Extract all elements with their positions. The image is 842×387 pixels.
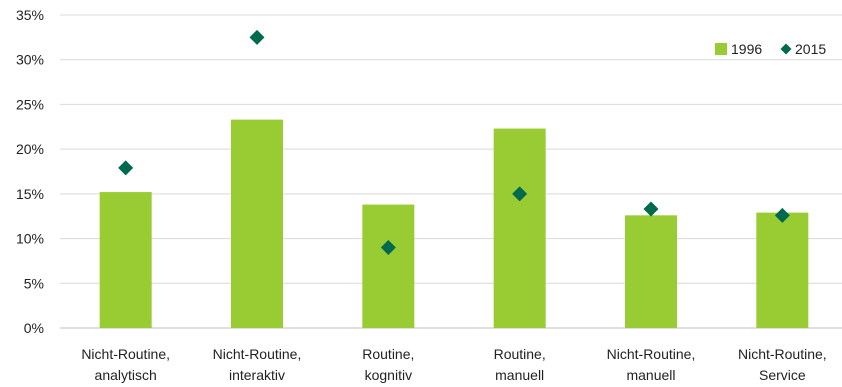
- bar-1996: [231, 119, 283, 328]
- legend-swatch-1996: [715, 43, 727, 55]
- category-label: Service: [759, 367, 806, 383]
- bar-1996: [99, 192, 152, 328]
- y-tick-label: 20%: [16, 141, 44, 157]
- marker-2015: [380, 240, 396, 256]
- bar-1996: [362, 204, 415, 328]
- category-label: kognitiv: [365, 367, 412, 383]
- y-tick-label: 0%: [24, 320, 44, 336]
- y-tick-label: 25%: [16, 96, 44, 112]
- marker-2015: [774, 207, 790, 223]
- category-label: Routine,: [494, 346, 546, 362]
- bar-1996: [493, 128, 546, 328]
- y-tick-label: 30%: [16, 52, 44, 68]
- category-label: interaktiv: [229, 367, 285, 383]
- legend-label-2015: 2015: [795, 41, 826, 57]
- x-axis-categories: Nicht-Routine, analytisch Nicht-Routine, in…: [81, 346, 826, 383]
- bar-1996: [625, 215, 677, 328]
- legend: 1996 2015: [715, 41, 826, 57]
- category-label: Nicht-Routine,: [607, 346, 696, 362]
- y-axis-ticks: 0% 5% 10% 15% 20% 25% 30% 35%: [16, 7, 44, 336]
- category-label: Nicht-Routine,: [738, 346, 827, 362]
- marker-2015: [249, 29, 265, 45]
- legend-label-1996: 1996: [731, 41, 762, 57]
- category-label: Nicht-Routine,: [213, 346, 302, 362]
- markers-2015: [118, 29, 790, 256]
- category-label: manuell: [495, 367, 544, 383]
- bars-1996: [99, 119, 809, 328]
- category-label: manuell: [626, 367, 675, 383]
- y-tick-label: 15%: [16, 186, 44, 202]
- marker-2015: [512, 186, 528, 202]
- category-label: analytisch: [95, 367, 157, 383]
- category-label: Nicht-Routine,: [81, 346, 170, 362]
- gridlines: [60, 14, 842, 329]
- legend-swatch-2015: [780, 43, 792, 55]
- y-tick-label: 35%: [16, 7, 44, 23]
- y-tick-label: 10%: [16, 231, 44, 247]
- marker-2015: [643, 201, 659, 217]
- bar-1996: [756, 212, 809, 328]
- category-label: Routine,: [362, 346, 414, 362]
- marker-2015: [118, 160, 134, 176]
- y-tick-label: 5%: [24, 275, 44, 291]
